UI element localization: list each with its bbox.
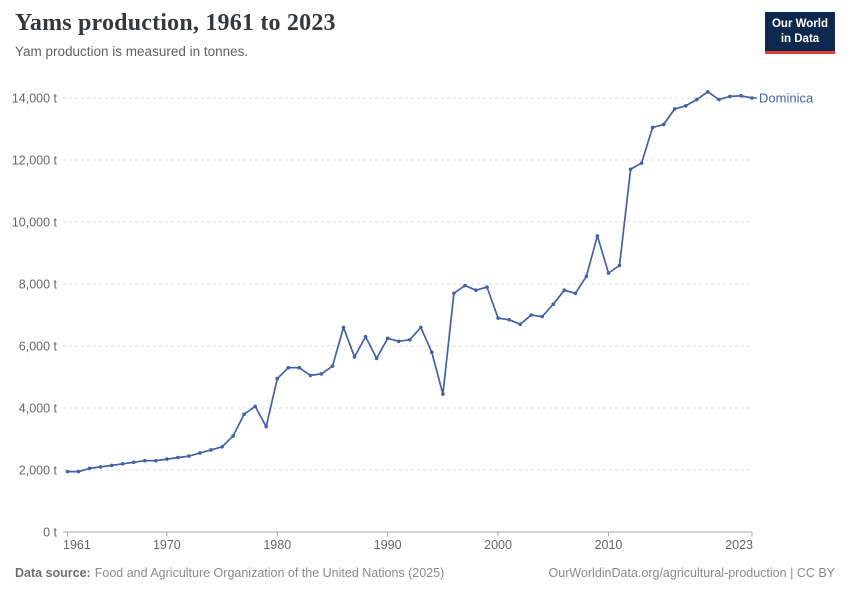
data-point bbox=[441, 392, 445, 396]
data-point bbox=[275, 376, 280, 381]
data-point bbox=[363, 334, 368, 339]
data-point bbox=[728, 94, 732, 99]
chart-canvas[interactable]: 0 t 2,000 t 4,000 t 6,000 t 8,000 t 10,000 t 1… bbox=[0, 88, 850, 566]
data-point bbox=[463, 283, 467, 288]
data-point bbox=[750, 96, 754, 100]
data-point bbox=[76, 469, 81, 474]
data-point bbox=[584, 274, 589, 279]
data-point bbox=[617, 263, 622, 268]
data-point bbox=[330, 364, 335, 368]
entity-label[interactable]: Dominica bbox=[759, 91, 814, 106]
footer-attribution: OurWorldinData.org/agricultural-producti… bbox=[549, 566, 835, 580]
x-axis-tick-label: 1970 bbox=[153, 538, 181, 552]
data-point bbox=[385, 336, 390, 341]
x-axis-tick-label: 2000 bbox=[484, 538, 512, 552]
data-point bbox=[176, 455, 180, 460]
y-axis-tick-label: 10,000 t bbox=[12, 216, 58, 230]
data-point bbox=[297, 365, 302, 370]
data-point bbox=[109, 463, 114, 468]
data-point bbox=[396, 339, 401, 344]
chart-header: Yams production, 1961 to 2023 Yam produc… bbox=[15, 10, 835, 59]
data-point bbox=[131, 460, 136, 465]
data-point bbox=[165, 457, 169, 461]
data-point bbox=[452, 291, 456, 296]
data-point bbox=[518, 322, 522, 327]
data-point bbox=[507, 317, 511, 322]
series-line-dominica bbox=[66, 90, 753, 473]
data-point bbox=[628, 167, 633, 172]
x-axis-tick-label: 1961 bbox=[63, 538, 91, 552]
data-point bbox=[154, 458, 158, 463]
data-point bbox=[209, 448, 213, 452]
data-point bbox=[242, 412, 246, 417]
data-point bbox=[551, 302, 556, 306]
data-point bbox=[739, 94, 743, 98]
data-point bbox=[231, 434, 235, 438]
footer-license: | CC BY bbox=[790, 566, 835, 580]
owid-logo-line1: Our World bbox=[771, 18, 828, 30]
x-axis-tick-label: 2010 bbox=[595, 538, 623, 552]
data-point bbox=[87, 466, 92, 471]
data-point bbox=[319, 372, 324, 376]
data-point bbox=[650, 125, 655, 130]
data-point bbox=[419, 325, 423, 330]
owid-logo[interactable]: Our World in Data bbox=[765, 12, 835, 54]
y-axis-tick-label: 0 t bbox=[43, 526, 57, 540]
y-axis-tick-label: 14,000 t bbox=[12, 92, 58, 106]
data-point bbox=[695, 97, 699, 102]
data-point bbox=[65, 469, 70, 474]
data-point bbox=[352, 355, 357, 359]
data-source-text: Food and Agriculture Organization of the… bbox=[94, 566, 445, 580]
data-point bbox=[672, 107, 677, 111]
data-point bbox=[264, 424, 269, 429]
data-point bbox=[120, 462, 125, 466]
data-point bbox=[308, 373, 313, 378]
x-axis-tick-label: 1990 bbox=[374, 538, 402, 552]
data-point bbox=[474, 288, 478, 292]
chart-footer: Data source: Food and Agriculture Organiz… bbox=[15, 566, 835, 580]
data-point bbox=[220, 445, 224, 449]
y-axis-tick-label: 2,000 t bbox=[19, 464, 58, 478]
data-point bbox=[684, 104, 688, 108]
x-axis-tick-label: 1980 bbox=[263, 538, 291, 552]
data-point bbox=[529, 313, 533, 317]
x-axis-tick-label: 2023 bbox=[725, 538, 753, 552]
footer-link[interactable]: OurWorldinData.org/agricultural-producti… bbox=[548, 566, 787, 580]
data-point bbox=[595, 234, 600, 238]
data-point bbox=[374, 356, 379, 361]
data-point bbox=[286, 365, 291, 370]
data-point bbox=[540, 314, 544, 319]
data-point bbox=[341, 325, 346, 330]
data-point bbox=[706, 90, 710, 94]
data-point bbox=[717, 97, 721, 102]
chart-subtitle: Yam production is measured in tonnes. bbox=[15, 44, 249, 59]
data-point bbox=[430, 350, 434, 355]
data-source: Data source: Food and Agriculture Organiz… bbox=[15, 566, 444, 580]
data-point bbox=[639, 161, 644, 165]
y-axis-tick-label: 4,000 t bbox=[19, 402, 58, 416]
data-point bbox=[661, 122, 666, 127]
owid-logo-line2: in Data bbox=[780, 32, 820, 45]
data-source-label: Data source: bbox=[15, 566, 91, 580]
data-point bbox=[253, 404, 257, 409]
data-point bbox=[187, 454, 191, 458]
chart-title: Yams production, 1961 to 2023 bbox=[15, 10, 336, 36]
data-point bbox=[198, 451, 202, 455]
data-point bbox=[143, 458, 147, 463]
y-axis-tick-label: 8,000 t bbox=[19, 278, 58, 292]
data-point bbox=[98, 465, 103, 469]
data-point bbox=[408, 338, 412, 342]
data-point bbox=[562, 288, 567, 292]
y-axis-tick-label: 12,000 t bbox=[12, 154, 58, 168]
data-point bbox=[496, 316, 500, 320]
data-point bbox=[606, 271, 611, 275]
y-axis-tick-label: 6,000 t bbox=[19, 340, 58, 354]
data-point bbox=[573, 291, 578, 296]
data-point bbox=[485, 285, 489, 289]
